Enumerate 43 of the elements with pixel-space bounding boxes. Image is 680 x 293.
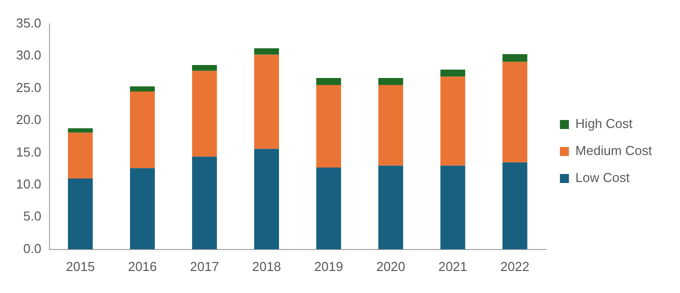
bar [192,70,217,157]
x-tick-label: 2022 [500,258,530,274]
y-tick-label: 15.0 [16,144,42,160]
legend-label: Medium Cost [575,143,652,158]
bar [68,128,93,133]
bar [378,85,404,166]
bar [316,168,342,250]
legend-label: Low Cost [575,170,630,186]
bar [440,76,466,166]
bar [440,70,466,77]
bar [440,166,466,250]
y-tick-label: 0.0 [23,240,42,256]
x-tick-label: 2018 [252,258,282,274]
bar [192,156,217,250]
bar [502,54,528,62]
bar [130,86,155,92]
bar [254,54,279,149]
y-tick-label: 5.0 [23,208,42,224]
bar [254,48,279,55]
bar [378,166,404,250]
x-tick-label: 2017 [190,258,219,274]
y-tick-label: 20.0 [16,112,42,128]
bar [316,78,342,86]
y-tick-label: 35.0 [16,15,42,30]
bar [192,65,217,71]
bar [130,91,155,168]
y-tick-label: 25.0 [16,80,42,95]
x-tick-label: 2019 [314,258,344,274]
bar [316,85,342,168]
legend-label: High Cost [575,116,633,132]
bar [502,62,528,162]
bar [254,148,279,250]
x-tick-label: 2016 [128,258,157,274]
bar [68,178,93,250]
x-tick-label: 2020 [376,258,406,274]
bar [68,132,93,178]
bar [130,168,155,250]
y-tick-label: 30.0 [16,48,42,63]
x-tick-label: 2021 [438,258,468,274]
bar [502,162,528,250]
x-tick-label: 2015 [66,258,95,274]
bar [378,78,404,86]
y-tick-label: 10.0 [16,176,42,192]
